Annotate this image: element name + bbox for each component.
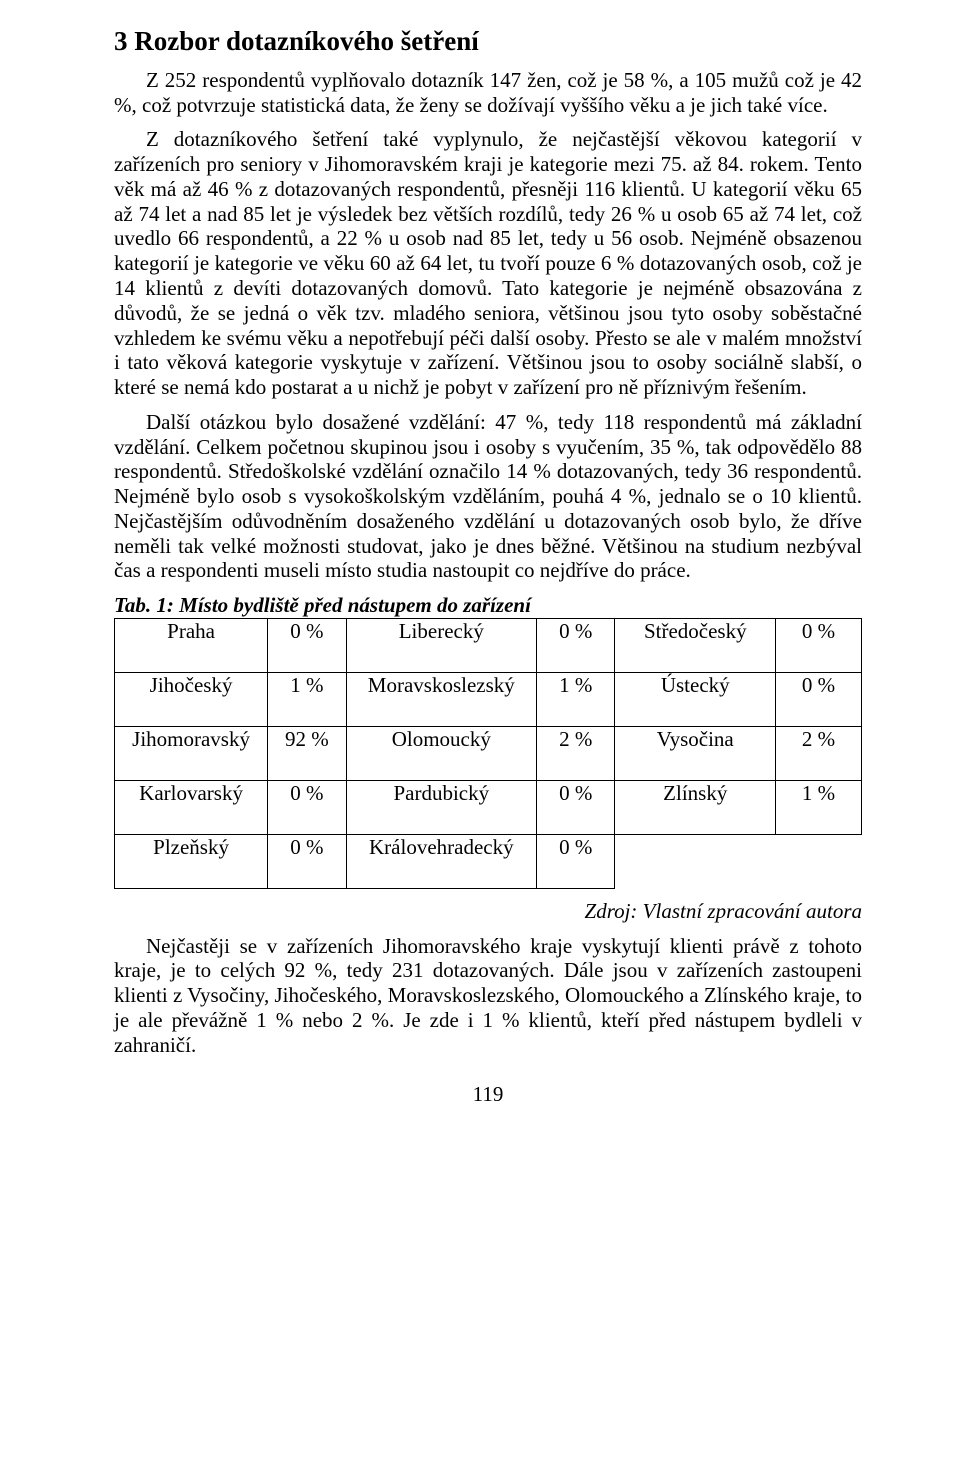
table-cell <box>615 834 776 888</box>
residence-table: Praha 0 % Liberecký 0 % Středočeský 0 % … <box>114 618 862 889</box>
table-cell: 0 % <box>776 672 862 726</box>
paragraph-4: Nejčastěji se v zařízeních Jihomoravskéh… <box>114 934 862 1058</box>
table-cell: Jihomoravský <box>115 726 268 780</box>
table-cell: Plzeňský <box>115 834 268 888</box>
table-cell: 0 % <box>268 834 346 888</box>
page-number: 119 <box>114 1082 862 1107</box>
table-cell: 0 % <box>537 834 615 888</box>
table-cell: Zlínský <box>615 780 776 834</box>
table-cell: 1 % <box>268 672 346 726</box>
table-cell: Vysočina <box>615 726 776 780</box>
table-cell <box>776 834 862 888</box>
table-cell: Olomoucký <box>346 726 537 780</box>
table-cell: Karlovarský <box>115 780 268 834</box>
table-row: Jihomoravský 92 % Olomoucký 2 % Vysočina… <box>115 726 862 780</box>
table-cell: Liberecký <box>346 618 537 672</box>
table-cell: 1 % <box>776 780 862 834</box>
paragraph-3: Další otázkou bylo dosažené vzdělání: 47… <box>114 410 862 583</box>
table-caption: Tab. 1: Místo bydliště před nástupem do … <box>114 593 862 618</box>
table-row: Praha 0 % Liberecký 0 % Středočeský 0 % <box>115 618 862 672</box>
paragraph-1: Z 252 respondentů vyplňovalo dotazník 14… <box>114 68 862 118</box>
table-cell: 2 % <box>776 726 862 780</box>
section-heading: 3 Rozbor dotazníkového šetření <box>114 26 862 58</box>
table-cell: 2 % <box>537 726 615 780</box>
table-row: Jihočeský 1 % Moravskoslezský 1 % Ústeck… <box>115 672 862 726</box>
paragraph-2: Z dotazníkového šetření také vyplynulo, … <box>114 127 862 399</box>
table-cell: Královehradecký <box>346 834 537 888</box>
table-row: Karlovarský 0 % Pardubický 0 % Zlínský 1… <box>115 780 862 834</box>
table-cell: Středočeský <box>615 618 776 672</box>
table-cell: Praha <box>115 618 268 672</box>
table-cell: Pardubický <box>346 780 537 834</box>
table-cell: 0 % <box>537 618 615 672</box>
table-cell: 92 % <box>268 726 346 780</box>
table-cell: Ústecký <box>615 672 776 726</box>
table-cell: Moravskoslezský <box>346 672 537 726</box>
table-source: Zdroj: Vlastní zpracování autora <box>114 899 862 924</box>
table-cell: 0 % <box>268 780 346 834</box>
table-cell: 0 % <box>776 618 862 672</box>
table-row: Plzeňský 0 % Královehradecký 0 % <box>115 834 862 888</box>
table-cell: 1 % <box>537 672 615 726</box>
table-cell: 0 % <box>537 780 615 834</box>
table-cell: 0 % <box>268 618 346 672</box>
table-cell: Jihočeský <box>115 672 268 726</box>
